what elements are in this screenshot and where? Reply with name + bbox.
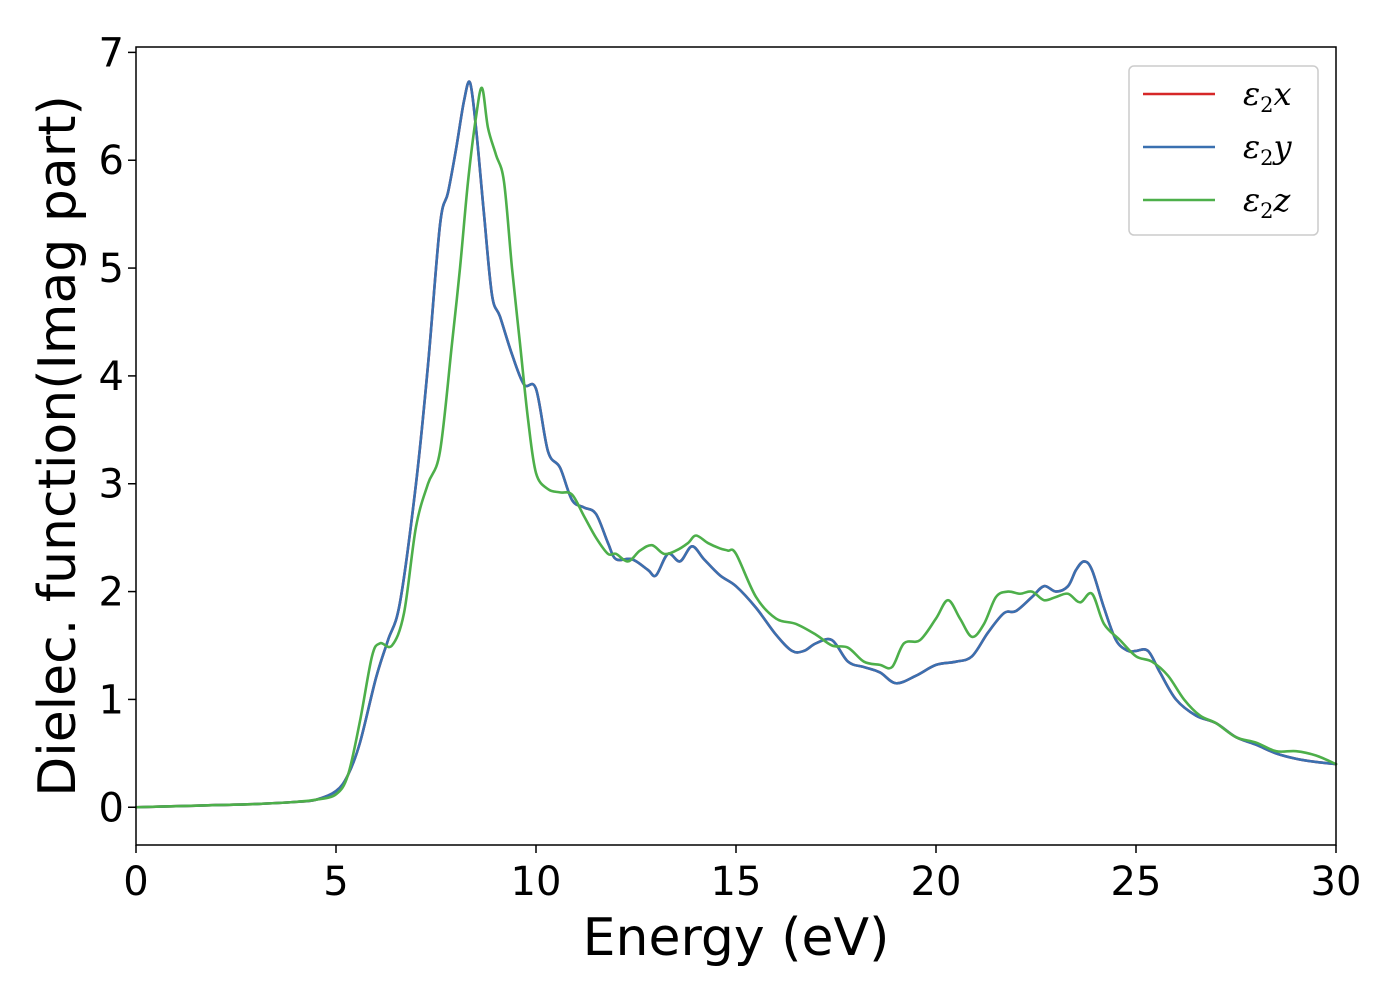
x-tick-label: 20 <box>911 859 962 905</box>
x-tick-label: 30 <box>1311 859 1362 905</box>
legend-label-x: ε2x <box>1243 75 1292 117</box>
y-tick-label: 6 <box>99 138 124 184</box>
y-ticks: 0 1 2 3 4 5 6 7 <box>99 30 136 831</box>
y-tick-label: 3 <box>99 462 124 508</box>
x-tick-label: 10 <box>511 859 562 905</box>
legend-label-z: ε2z <box>1243 181 1292 223</box>
x-tick-label: 15 <box>711 859 762 905</box>
y-tick-label: 4 <box>99 354 124 400</box>
y-tick-label: 2 <box>99 570 124 616</box>
x-tick-label: 5 <box>323 859 348 905</box>
y-tick-label: 7 <box>99 30 124 76</box>
legend: ε2x ε2y ε2z <box>1128 65 1319 236</box>
x-ticks: 0 5 10 15 20 25 30 <box>123 845 1361 905</box>
y-tick-label: 5 <box>99 246 124 292</box>
y-tick-label: 0 <box>99 785 124 831</box>
x-tick-label: 0 <box>123 859 148 905</box>
x-tick-label: 25 <box>1111 859 1162 905</box>
legend-label-y: ε2y <box>1243 128 1293 170</box>
y-tick-label: 1 <box>99 677 124 723</box>
x-axis-title: Energy (eV) <box>583 908 890 968</box>
series-layer <box>134 80 1338 809</box>
series-line-y <box>134 80 1338 809</box>
y-axis-title: Dielec. function(Imag part) <box>28 95 88 797</box>
legend-frame <box>1128 65 1319 236</box>
series-line-z <box>134 86 1338 809</box>
